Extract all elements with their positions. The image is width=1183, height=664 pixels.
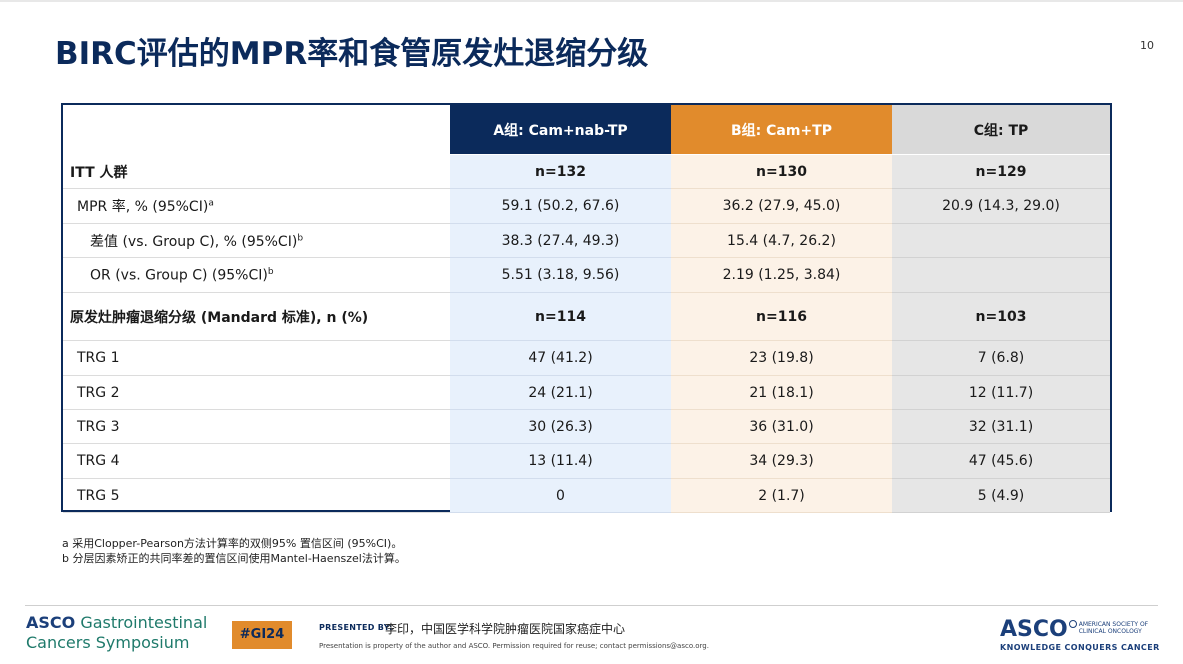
asco-logo: ASCO AMERICAN SOCIETY OF CLINICAL ONCOLOGY… (1000, 617, 1160, 652)
row-label: 差值 (vs. Group C), % (95%CI)b (63, 223, 450, 258)
cell-group-b: 36 (31.0) (671, 409, 892, 444)
cell-group-a: 30 (26.3) (450, 409, 671, 444)
header-group-a: A组: Cam+nab-TP (450, 105, 671, 155)
row-label-text: 差值 (vs. Group C), % (95%CI) (90, 233, 298, 250)
cell-group-c (892, 257, 1110, 293)
cell-group-c: 7 (6.8) (892, 340, 1110, 376)
footnote-marker: a (208, 198, 214, 209)
table-header-row: A组: Cam+nab-TP B组: Cam+TP C组: TP (63, 105, 1110, 155)
header-group-c: C组: TP (892, 105, 1110, 155)
row-label: TRG 4 (63, 443, 450, 479)
cell-group-b: 21 (18.1) (671, 375, 892, 410)
cell-group-c: 32 (31.1) (892, 409, 1110, 444)
row-label-text: TRG 2 (77, 384, 120, 401)
cell-group-a: 13 (11.4) (450, 443, 671, 479)
presented-by-label: PRESENTED BY: (319, 623, 393, 632)
footnotes: a 采用Clopper-Pearson方法计算率的双侧95% 置信区间 (95%… (62, 536, 406, 566)
presenter-name: 李印，中国医学科学院肿瘤医院国家癌症中心 (385, 622, 626, 636)
cell-group-b: n=116 (671, 292, 892, 341)
cell-group-c: 47 (45.6) (892, 443, 1110, 479)
cell-group-b: 23 (19.8) (671, 340, 892, 376)
cell-group-b: 36.2 (27.9, 45.0) (671, 188, 892, 224)
cell-group-c: 5 (4.9) (892, 478, 1110, 513)
cell-group-b: 2.19 (1.25, 3.84) (671, 257, 892, 293)
disclaimer-text: Presentation is property of the author a… (319, 642, 709, 650)
cell-group-c: n=129 (892, 154, 1110, 189)
row-label: MPR 率, % (95%CI)a (63, 188, 450, 224)
cell-group-b: n=130 (671, 154, 892, 189)
header-group-b: B组: Cam+TP (671, 105, 892, 155)
row-label-text: TRG 4 (77, 453, 120, 469)
registered-mark-icon (1068, 620, 1077, 628)
footer-divider (25, 605, 1158, 606)
cell-group-a: 47 (41.2) (450, 340, 671, 376)
row-label-text: MPR 率, % (95%CI) (77, 199, 209, 215)
results-table-grid: A组: Cam+nab-TP B组: Cam+TP C组: TP ITT 人群 n… (63, 105, 1110, 513)
footnote-b: b 分层因素矫正的共同率差的置信区间使用Mantel-Haenszel法计算。 (62, 552, 406, 565)
table-row: ITT 人群 n=132 n=130 n=129 (63, 154, 1110, 189)
hashtag-badge: #GI24 (232, 621, 292, 649)
row-label-text: 原发灶肿瘤退缩分级 (Mandard 标准), n (%) (70, 309, 369, 326)
asco-gi-symposium-logo: ASCO Gastrointestinal Cancers Symposium (26, 613, 208, 652)
row-label-text: TRG 3 (77, 418, 120, 435)
row-label: OR (vs. Group C) (95%CI)b (63, 257, 450, 293)
table-row: TRG 4 13 (11.4) 34 (29.3) 47 (45.6) (63, 443, 1110, 479)
row-label-text: TRG 1 (77, 350, 120, 366)
cell-group-a: n=114 (450, 292, 671, 341)
table-row: MPR 率, % (95%CI)a 59.1 (50.2, 67.6) 36.2 (… (63, 188, 1110, 224)
cell-group-c: n=103 (892, 292, 1110, 341)
cell-group-a: 38.3 (27.4, 49.3) (450, 223, 671, 258)
table-row: 原发灶肿瘤退缩分级 (Mandard 标准), n (%) n=114 n=116 n… (63, 292, 1110, 341)
cell-group-a: 5.51 (3.18, 9.56) (450, 257, 671, 293)
footnote-marker: b (267, 266, 274, 277)
table-row: 差值 (vs. Group C), % (95%CI)b 38.3 (27.4, … (63, 223, 1110, 258)
table-row: TRG 2 24 (21.1) 21 (18.1) 12 (11.7) (63, 375, 1110, 410)
cell-group-b: 2 (1.7) (671, 478, 892, 513)
cell-group-c: 12 (11.7) (892, 375, 1110, 410)
row-label: ITT 人群 (63, 154, 450, 189)
table-row: TRG 1 47 (41.2) 23 (19.8) 7 (6.8) (63, 340, 1110, 376)
cell-group-a: 0 (450, 478, 671, 513)
row-label: TRG 1 (63, 340, 450, 376)
cell-group-b: 34 (29.3) (671, 443, 892, 479)
cell-group-c (892, 223, 1110, 258)
row-label: TRG 2 (63, 375, 450, 410)
row-label: TRG 5 (63, 478, 450, 513)
table-row: TRG 3 30 (26.3) 36 (31.0) 32 (31.1) (63, 409, 1110, 444)
cell-group-c: 20.9 (14.3, 29.0) (892, 188, 1110, 224)
row-label-text: ITT 人群 (70, 164, 128, 181)
footnote-marker: b (297, 232, 304, 243)
header-empty (63, 105, 450, 155)
cell-group-a: 59.1 (50.2, 67.6) (450, 188, 671, 224)
table-row: OR (vs. Group C) (95%CI)b 5.51 (3.18, 9.5… (63, 257, 1110, 293)
row-label-text: TRG 5 (77, 487, 120, 504)
row-label: TRG 3 (63, 409, 450, 444)
slide-title: BIRC评估的MPR率和食管原发灶退缩分级 (55, 36, 649, 72)
cell-group-b: 15.4 (4.7, 26.2) (671, 223, 892, 258)
row-label: 原发灶肿瘤退缩分级 (Mandard 标准), n (%) (63, 292, 450, 341)
row-label-text: OR (vs. Group C) (95%CI) (90, 267, 268, 284)
results-table: A组: Cam+nab-TP B组: Cam+TP C组: TP ITT 人群 n… (61, 103, 1112, 513)
top-rule (0, 0, 1183, 2)
footnote-a: a 采用Clopper-Pearson方法计算率的双侧95% 置信区间 (95%… (62, 537, 403, 550)
cell-group-a: 24 (21.1) (450, 375, 671, 410)
page-number: 10 (1140, 39, 1154, 52)
cell-group-a: n=132 (450, 154, 671, 189)
